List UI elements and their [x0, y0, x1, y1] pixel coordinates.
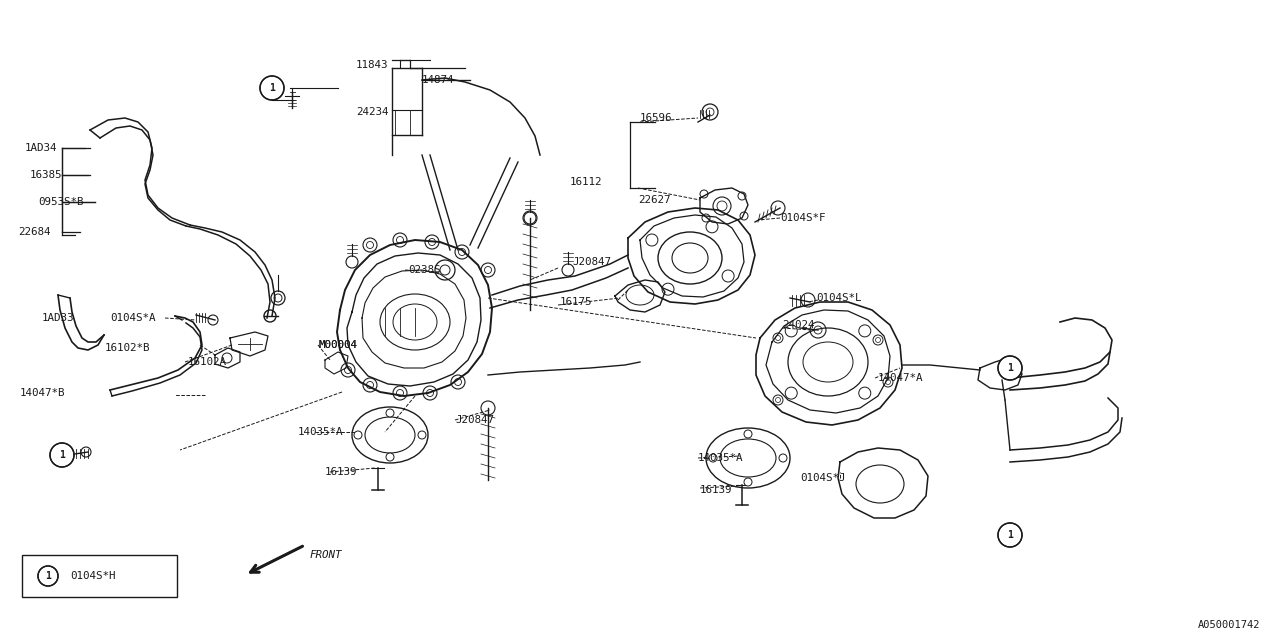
Text: 14874: 14874	[422, 75, 454, 85]
Text: 16139: 16139	[325, 467, 357, 477]
Text: 22627: 22627	[637, 195, 671, 205]
Circle shape	[744, 430, 753, 438]
Circle shape	[50, 443, 74, 467]
Circle shape	[998, 356, 1021, 380]
Text: A050001742: A050001742	[1198, 620, 1260, 630]
Text: 1: 1	[59, 450, 65, 460]
Text: FRONT: FRONT	[310, 550, 343, 560]
Text: 0104S*H: 0104S*H	[70, 571, 115, 581]
Text: 22684: 22684	[18, 227, 50, 237]
Circle shape	[387, 409, 394, 417]
Text: 14047*B: 14047*B	[20, 388, 65, 398]
Circle shape	[419, 431, 426, 439]
Text: 16175: 16175	[561, 297, 593, 307]
Text: 0104S*J: 0104S*J	[800, 473, 846, 483]
Text: M00004: M00004	[317, 340, 357, 350]
Text: 24024: 24024	[782, 320, 814, 330]
Text: 1: 1	[1007, 363, 1012, 373]
Text: 14035*A: 14035*A	[298, 427, 343, 437]
Text: 1AD34: 1AD34	[26, 143, 58, 153]
Text: 0104S*L: 0104S*L	[817, 293, 861, 303]
Text: 14047*A: 14047*A	[878, 373, 923, 383]
Text: 16102A: 16102A	[188, 357, 227, 367]
Text: 0238S: 0238S	[408, 265, 440, 275]
Text: M00004: M00004	[317, 340, 357, 350]
Circle shape	[780, 454, 787, 462]
Text: 16112: 16112	[570, 177, 603, 187]
Circle shape	[38, 566, 58, 586]
Text: 14035*A: 14035*A	[698, 453, 744, 463]
Circle shape	[260, 76, 284, 100]
Text: J20847: J20847	[572, 257, 611, 267]
Text: 16139: 16139	[700, 485, 732, 495]
Text: 16102*B: 16102*B	[105, 343, 151, 353]
Text: 1: 1	[1007, 530, 1012, 540]
Text: 1AD33: 1AD33	[42, 313, 74, 323]
Text: 1: 1	[45, 571, 51, 581]
Circle shape	[744, 478, 753, 486]
Text: 16385: 16385	[29, 170, 63, 180]
Circle shape	[387, 453, 394, 461]
Text: 24234: 24234	[356, 107, 389, 117]
Text: J20847: J20847	[454, 415, 494, 425]
Bar	[22, 555, 177, 597]
Text: 0104S*F: 0104S*F	[780, 213, 826, 223]
Circle shape	[355, 431, 362, 439]
Text: 16596: 16596	[640, 113, 672, 123]
Circle shape	[709, 454, 717, 462]
Text: 1: 1	[269, 83, 275, 93]
Text: 0104S*A: 0104S*A	[110, 313, 155, 323]
Text: 11843: 11843	[356, 60, 389, 70]
Text: 0953S*B: 0953S*B	[38, 197, 83, 207]
Circle shape	[998, 523, 1021, 547]
